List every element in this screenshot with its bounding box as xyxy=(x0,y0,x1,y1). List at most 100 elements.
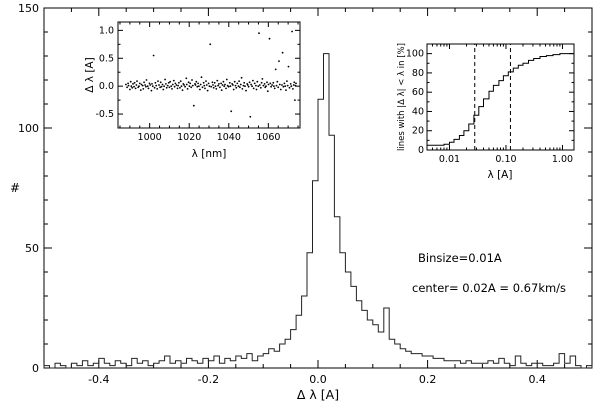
main-xaxis-label: Δ λ [A] xyxy=(297,387,339,402)
scatter-point xyxy=(249,115,252,118)
scatter-point xyxy=(151,85,154,88)
scatter-point xyxy=(237,85,240,88)
scatter-point xyxy=(277,86,280,89)
scatter-point xyxy=(164,78,167,81)
inset1-xaxis-label: λ [nm] xyxy=(192,148,227,160)
scatter-point xyxy=(291,30,293,33)
scatter-point xyxy=(216,79,219,82)
scatter-point xyxy=(150,89,153,92)
scatter-point xyxy=(145,85,147,88)
scatter-point xyxy=(190,86,193,89)
scatter-point xyxy=(133,81,136,84)
scatter-point xyxy=(260,81,263,84)
scatter-point xyxy=(205,80,207,82)
scatter-point xyxy=(274,68,277,71)
scatter-point xyxy=(251,85,254,88)
scatter-point xyxy=(185,83,188,86)
y-tick-label: 40 xyxy=(412,106,424,117)
inset2-yaxis-label: lines with |Δ λ| < λ in [%] xyxy=(397,43,407,151)
scatter-point xyxy=(217,84,220,87)
scatter-point xyxy=(131,86,134,89)
scatter-point xyxy=(143,81,146,84)
scatter-point xyxy=(225,87,227,90)
scatter-point xyxy=(225,78,228,81)
scatter-point xyxy=(263,83,266,85)
scatter-point xyxy=(259,86,262,89)
scatter-point xyxy=(252,87,255,90)
scatter-point xyxy=(202,81,205,84)
scatter-point xyxy=(218,83,220,85)
scatter-point xyxy=(162,88,165,91)
scatter-point xyxy=(235,86,238,89)
plot-frame xyxy=(43,7,593,369)
scatter-point xyxy=(160,85,163,88)
scatter-point xyxy=(219,86,221,89)
scatter-point xyxy=(163,85,166,88)
scatter-point xyxy=(185,77,188,80)
scatter-point xyxy=(145,79,148,81)
scatter-point xyxy=(127,84,130,87)
scatter-point xyxy=(290,85,293,88)
scatter-point xyxy=(175,84,178,86)
scatter-point xyxy=(243,81,246,84)
scatter-point xyxy=(239,86,241,89)
scatter-point xyxy=(129,80,132,83)
scatter-point xyxy=(292,88,294,90)
scatter-point xyxy=(276,80,279,83)
scatter-point xyxy=(270,85,272,88)
scatter-point xyxy=(165,86,168,89)
y-tick-label: 0 xyxy=(418,145,424,156)
scatter-point xyxy=(253,82,256,85)
scatter-point xyxy=(171,88,173,90)
scatter-point xyxy=(271,84,273,86)
scatter-point xyxy=(289,83,292,85)
scatter-point xyxy=(247,85,250,88)
scatter-point xyxy=(177,84,180,87)
scatter-point xyxy=(178,81,180,84)
scatter-point xyxy=(209,43,212,46)
scatter-point xyxy=(281,51,284,54)
scatter-point xyxy=(168,86,171,89)
scatter-point xyxy=(284,85,287,88)
y-tick-label: 100 xyxy=(406,49,424,60)
scatter-point xyxy=(130,85,133,88)
x-tick-label: 0.2 xyxy=(419,373,437,386)
scatter-point xyxy=(257,85,260,88)
scatter-point xyxy=(223,85,226,88)
scatter-point xyxy=(220,89,223,91)
scatter-point xyxy=(180,85,183,88)
scatter-point xyxy=(256,80,259,83)
scatter-point xyxy=(261,78,264,80)
scatter-point xyxy=(181,89,184,91)
scatter-point xyxy=(268,37,271,40)
y-tick-label: 20 xyxy=(412,126,424,137)
scatter-point xyxy=(294,99,296,101)
scatter-point xyxy=(295,82,297,85)
scatter-point xyxy=(197,82,200,85)
scatter-point xyxy=(138,82,141,85)
scatter-point xyxy=(236,82,239,85)
y-tick-label: 80 xyxy=(412,68,424,79)
scatter-point xyxy=(167,81,170,84)
scatter-point xyxy=(222,80,225,83)
scatter-point xyxy=(201,86,204,89)
scatter-point xyxy=(136,80,138,82)
x-tick-label: 1060 xyxy=(256,132,280,143)
y-tick-label: 50 xyxy=(25,242,39,255)
scatter-point xyxy=(206,89,209,92)
scatter-point xyxy=(195,80,198,83)
scatter-point xyxy=(146,85,149,88)
scatter-point xyxy=(158,84,160,86)
scatter-point xyxy=(148,82,151,85)
scatter-point xyxy=(220,82,223,85)
x-tick-label: 0.0 xyxy=(309,373,327,386)
scatter-point xyxy=(134,87,137,90)
scatter-point xyxy=(194,84,197,86)
scatter-point xyxy=(144,84,147,86)
scatter-point xyxy=(232,88,235,91)
y-tick-label: 0 xyxy=(32,362,39,375)
scatter-point xyxy=(205,84,208,86)
scatter-point xyxy=(212,86,215,89)
scatter-point xyxy=(208,85,211,88)
